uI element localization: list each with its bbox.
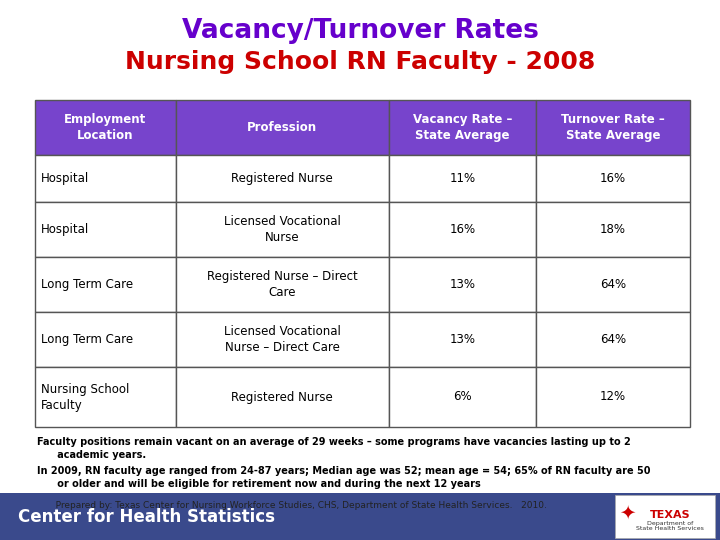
Bar (35, 312, 176, 367)
Text: 16%: 16% (600, 172, 626, 185)
Text: In 2009, RN faculty age ranged from 24-87 years; Median age was 52; mean age = 5: In 2009, RN faculty age ranged from 24-8… (37, 466, 650, 476)
Text: 13%: 13% (449, 333, 475, 346)
Text: TEXAS: TEXAS (649, 510, 690, 521)
Text: Long Term Care: Long Term Care (41, 333, 133, 346)
Bar (176, 100, 389, 155)
Text: academic years.: academic years. (37, 450, 146, 460)
Text: Hospital: Hospital (41, 223, 89, 236)
Bar (536, 257, 690, 312)
Text: Prepared by: Texas Center for Nursing Workforce Studies, CHS, Department of Stat: Prepared by: Texas Center for Nursing Wo… (47, 501, 547, 510)
Text: 16%: 16% (449, 223, 475, 236)
Bar (389, 155, 536, 202)
Text: ✦: ✦ (618, 503, 635, 522)
Text: 18%: 18% (600, 223, 626, 236)
Bar (35, 257, 176, 312)
Bar (35, 155, 176, 202)
Text: Employment
Location: Employment Location (64, 113, 147, 142)
Bar (35, 100, 176, 155)
Text: Department of
State Health Services: Department of State Health Services (636, 521, 704, 531)
Bar (176, 257, 389, 312)
Bar (536, 367, 690, 427)
Text: 64%: 64% (600, 278, 626, 291)
Bar (536, 100, 690, 155)
Bar (389, 202, 536, 257)
Text: Faculty positions remain vacant on an average of 29 weeks – some programs have v: Faculty positions remain vacant on an av… (37, 437, 631, 447)
Text: Hospital: Hospital (41, 172, 89, 185)
Bar (615, 495, 715, 538)
Text: Registered Nurse: Registered Nurse (231, 390, 333, 403)
Text: Nursing School
Faculty: Nursing School Faculty (41, 382, 130, 411)
Bar (0, 493, 720, 540)
Bar (389, 312, 536, 367)
Text: Registered Nurse – Direct
Care: Registered Nurse – Direct Care (207, 270, 358, 299)
Text: Long Term Care: Long Term Care (41, 278, 133, 291)
Text: Vacancy/Turnover Rates: Vacancy/Turnover Rates (181, 18, 539, 44)
Text: 11%: 11% (449, 172, 475, 185)
Text: 13%: 13% (449, 278, 475, 291)
Text: Licensed Vocational
Nurse: Licensed Vocational Nurse (224, 215, 341, 244)
Bar (389, 100, 536, 155)
Bar (536, 155, 690, 202)
Text: Profession: Profession (247, 121, 318, 134)
Text: 6%: 6% (453, 390, 472, 403)
Text: Licensed Vocational
Nurse – Direct Care: Licensed Vocational Nurse – Direct Care (224, 325, 341, 354)
Bar (176, 312, 389, 367)
Text: Registered Nurse: Registered Nurse (231, 172, 333, 185)
Text: 64%: 64% (600, 333, 626, 346)
Text: 12%: 12% (600, 390, 626, 403)
Bar (389, 367, 536, 427)
Text: or older and will be eligible for retirement now and during the next 12 years: or older and will be eligible for retire… (37, 479, 481, 489)
Text: Center for Health Statistics: Center for Health Statistics (18, 508, 275, 525)
Bar (35, 202, 176, 257)
Text: Vacancy Rate –
State Average: Vacancy Rate – State Average (413, 113, 512, 142)
Bar (389, 257, 536, 312)
Text: Turnover Rate –
State Average: Turnover Rate – State Average (561, 113, 665, 142)
Bar (35, 367, 176, 427)
Bar (536, 202, 690, 257)
Bar (176, 367, 389, 427)
Text: Nursing School RN Faculty - 2008: Nursing School RN Faculty - 2008 (125, 50, 595, 74)
Bar (536, 312, 690, 367)
Bar (176, 155, 389, 202)
Bar (176, 202, 389, 257)
